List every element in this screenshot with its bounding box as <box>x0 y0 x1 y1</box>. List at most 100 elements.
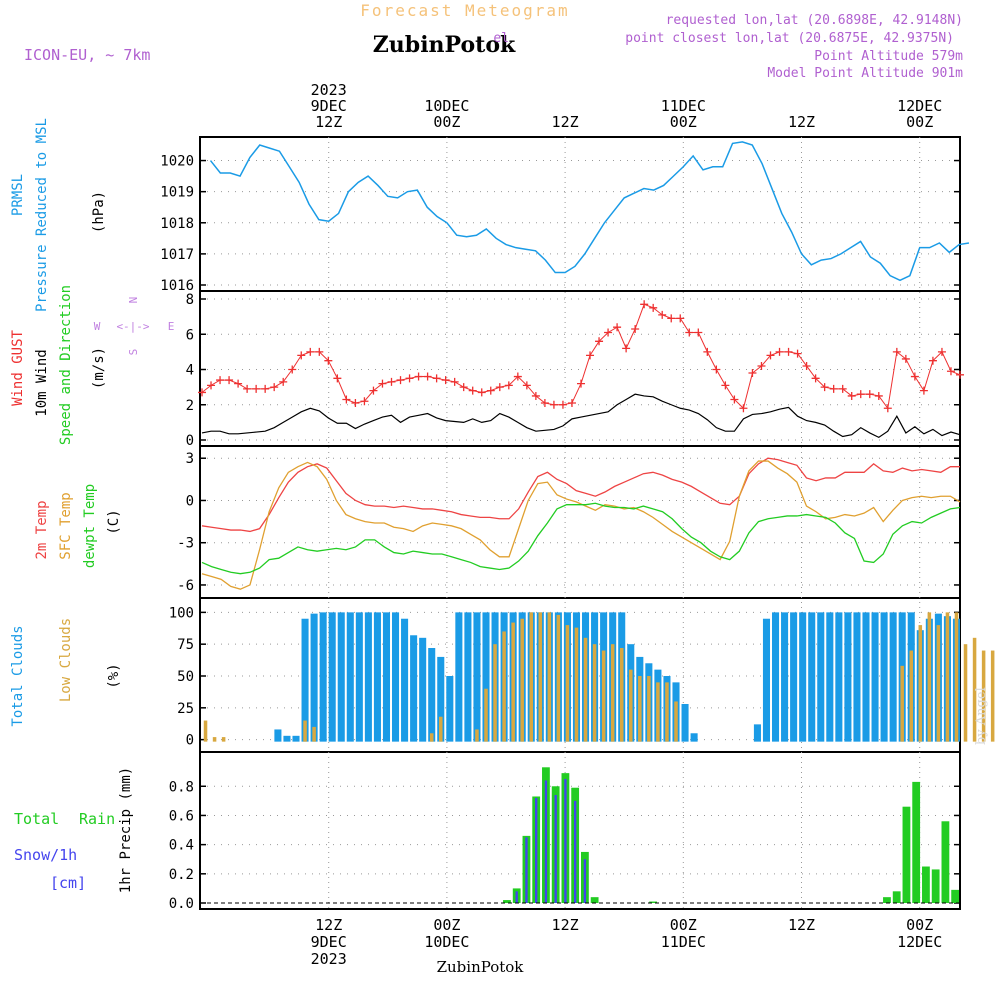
closest-coords: point closest lon,lat (20.6875E, 42.9375… <box>625 31 954 46</box>
total-cloud-bar <box>753 724 761 742</box>
snow-bar <box>554 795 557 903</box>
low-cloud-bar <box>538 612 543 742</box>
gust-point <box>811 374 820 383</box>
low-cloud-bar <box>656 682 660 742</box>
gust-point <box>324 356 333 365</box>
gust-point <box>387 377 396 386</box>
rain-bar <box>649 901 657 903</box>
snow-bar <box>583 859 587 903</box>
rain-bar <box>931 869 940 903</box>
time-label-bottom: 2023 <box>311 950 347 968</box>
rain-bar <box>902 806 911 903</box>
pressure-line <box>209 141 970 282</box>
gust-point <box>901 354 910 363</box>
time-label-bottom: 00Z <box>670 916 697 934</box>
gust-point <box>243 384 252 393</box>
gust-point <box>883 404 892 413</box>
label-total: Total <box>14 810 59 828</box>
gust-point <box>928 356 937 365</box>
gust-point <box>477 388 486 397</box>
label-pressure-msl: Pressure Reduced to MSL <box>34 118 50 312</box>
total-cloud-bar <box>799 612 807 742</box>
gust-point <box>297 351 306 360</box>
time-label-top: 2023 <box>311 81 347 99</box>
ytick-label-wind: 4 <box>186 363 194 379</box>
low-cloud-bar <box>502 631 506 742</box>
label-ms: (m/s) <box>91 347 107 389</box>
gust-point <box>865 390 874 399</box>
low-cloud-bar <box>918 625 923 742</box>
total-cloud-bar <box>473 612 481 742</box>
time-label-bottom: 10DEC <box>424 933 469 951</box>
ytick-label-precip: 0.6 <box>169 808 194 824</box>
snow-bar <box>544 780 548 903</box>
ytick-label-precip: 0.8 <box>169 779 194 795</box>
total-cloud-bar <box>808 612 816 742</box>
compass-arrows: <-|-> <box>116 320 149 333</box>
total-cloud-bar <box>862 612 870 742</box>
gust-point <box>270 383 279 392</box>
total-cloud-bar <box>373 612 381 742</box>
total-cloud-bar <box>464 612 472 742</box>
low-cloud-bar <box>990 650 995 742</box>
gust-point <box>567 398 576 407</box>
label-total-clouds: Total Clouds <box>10 625 26 726</box>
temp-line-0 <box>201 457 960 533</box>
gust-point <box>540 398 549 407</box>
gust-point <box>730 395 739 404</box>
total-cloud-bar <box>401 618 409 742</box>
gust-point <box>631 324 640 333</box>
gust-point <box>658 310 667 319</box>
gust-point <box>874 391 883 400</box>
gust-point <box>712 365 721 374</box>
time-label-bottom: 9DEC <box>311 933 347 951</box>
gust-point <box>252 384 261 393</box>
total-cloud-bar <box>274 729 282 742</box>
snow-bar <box>515 891 518 903</box>
gust-point <box>757 361 766 370</box>
gust-point <box>892 347 901 356</box>
low-cloud-bar <box>475 729 479 742</box>
low-cloud-bar <box>610 644 615 742</box>
ytick-label-pressure: 1017 <box>160 247 194 263</box>
label-celsius: (C) <box>106 509 122 534</box>
low-cloud-bar <box>565 625 570 742</box>
total-cloud-bar <box>681 704 689 742</box>
low-cloud-bar <box>674 701 678 742</box>
low-cloud-bar <box>484 688 488 742</box>
low-cloud-bar <box>665 682 669 742</box>
label-10m-wind: 10m Wind <box>34 349 50 416</box>
low-cloud-bar <box>972 637 977 742</box>
gust-point <box>198 388 206 397</box>
label-snow: Snow/1h <box>14 846 77 864</box>
label-wind-gust: Wind GUST <box>10 330 26 406</box>
time-label-bottom: 12Z <box>788 916 815 934</box>
ytick-label-temperature: 3 <box>186 451 194 467</box>
low-cloud-bar <box>429 733 434 742</box>
rain-bar <box>883 897 891 903</box>
model-altitude: Model Point Altitude 901m <box>767 66 963 81</box>
low-cloud-bar <box>493 644 497 742</box>
time-label-top: 12Z <box>788 113 815 131</box>
low-cloud-bar <box>203 720 208 742</box>
rain-bar <box>892 891 901 903</box>
total-cloud-bar <box>319 612 327 742</box>
label-speed-direction: Speed and Direction <box>58 285 74 445</box>
time-label-bottom: 11DEC <box>661 933 706 951</box>
ytick-label-temperature: -6 <box>177 578 194 594</box>
gust-point <box>604 328 613 337</box>
requested-coords: requested lon,lat (20.6898E, 42.9148N) <box>666 13 963 28</box>
gust-point <box>351 398 360 407</box>
rain-bar <box>922 866 930 903</box>
time-label-bottom: 00Z <box>906 916 933 934</box>
ytick-label-clouds: 100 <box>169 605 194 621</box>
low-cloud-bar <box>945 612 950 742</box>
total-cloud-bar <box>428 648 436 742</box>
total-cloud-bar <box>446 676 454 742</box>
gust-point <box>459 383 468 392</box>
total-cloud-bar <box>889 612 897 742</box>
gust-point <box>694 328 703 337</box>
gust-point <box>207 381 216 390</box>
gust-point <box>441 376 450 385</box>
